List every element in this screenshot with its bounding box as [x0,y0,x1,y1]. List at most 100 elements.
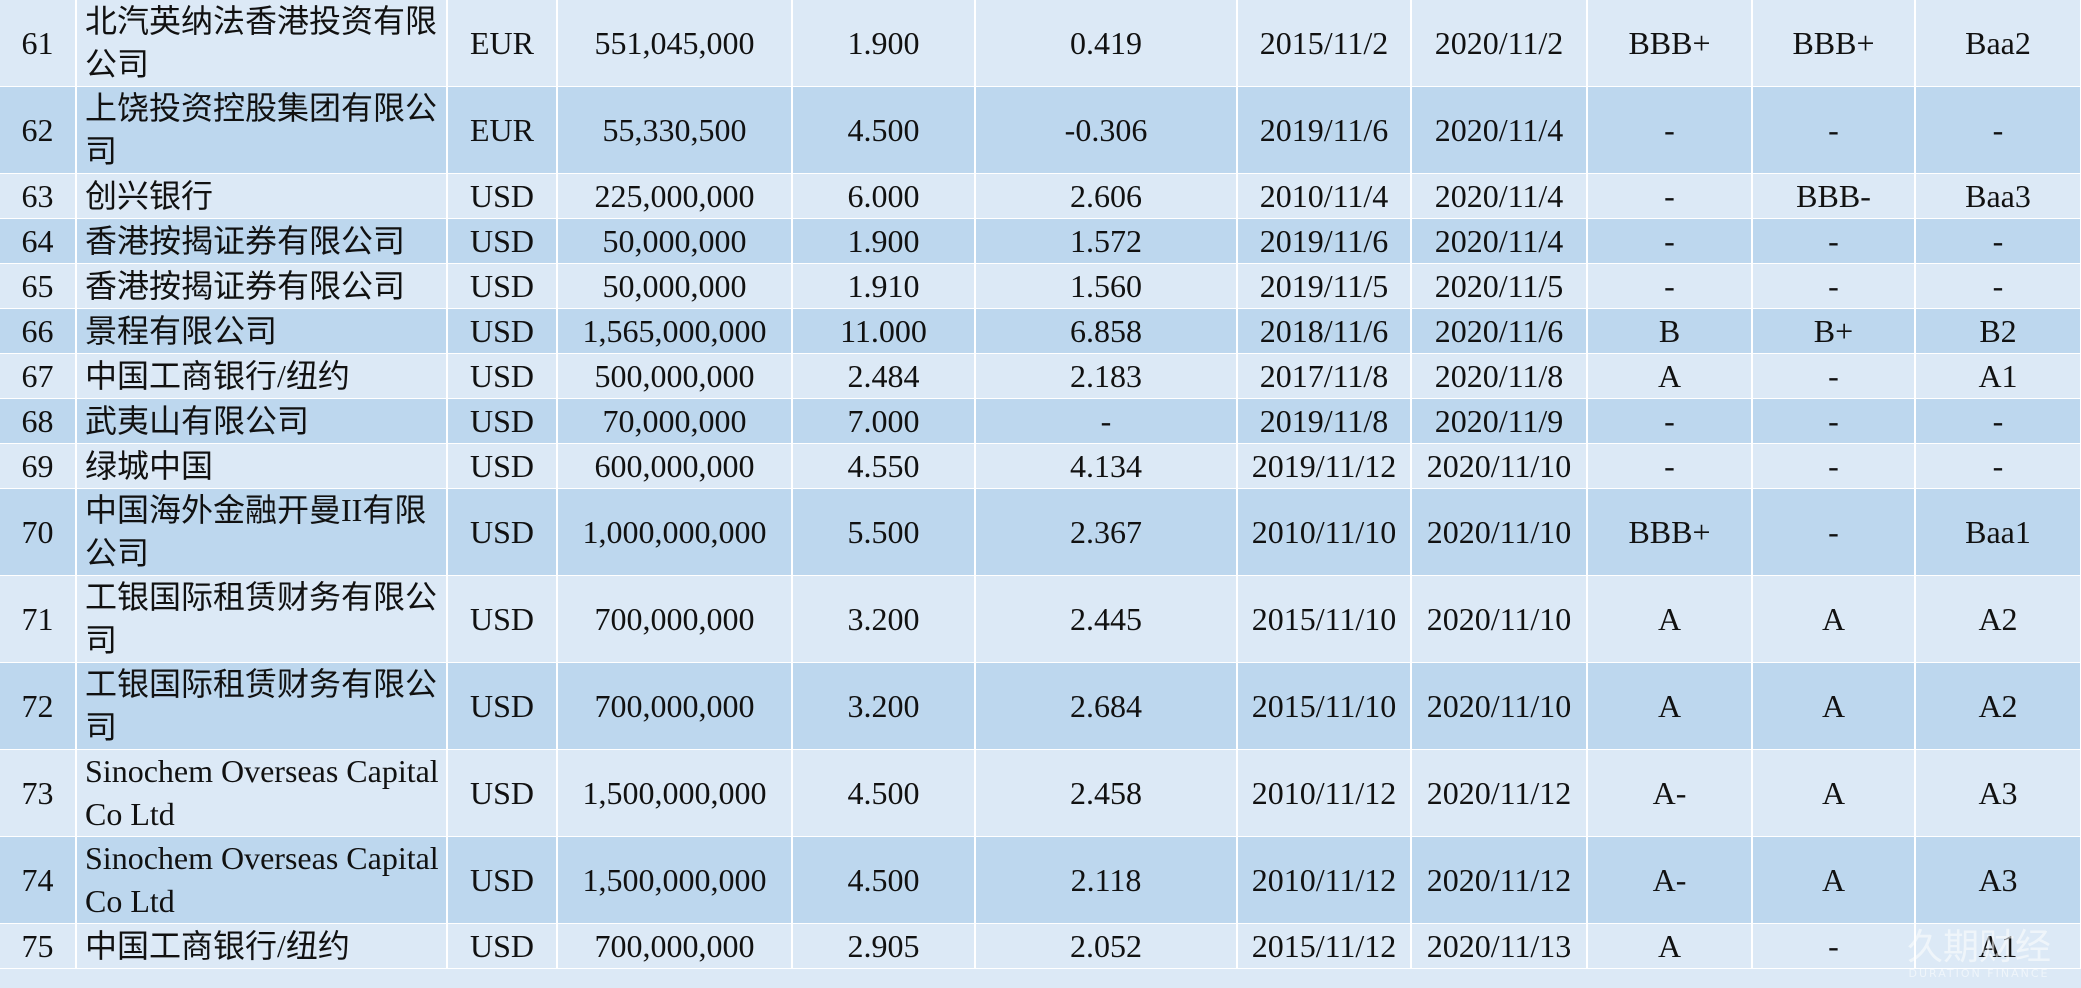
table-cell: 4.500 [792,836,976,924]
table-cell: 6.858 [975,308,1238,354]
table-cell: 中国工商银行/纽约 [76,923,448,969]
table-cell: 2020/11/13 [1411,923,1588,969]
table-cell: 景程有限公司 [76,308,448,354]
table-cell: - [1752,218,1916,264]
table-cell: 1,565,000,000 [557,308,793,354]
table-row: 72 工银国际租赁财务有限公司 USD 700,000,000 3.200 2.684 20… [0,662,2081,750]
table-cell: A [1752,575,1916,663]
table-cell: 2019/11/6 [1237,86,1412,174]
table-cell: USD [447,218,558,264]
table-cell: 2019/11/8 [1237,398,1412,444]
table-cell: 66 [0,308,77,354]
table-cell: 7.000 [792,398,976,444]
table-cell: BBB+ [1752,0,1916,87]
table-cell: 2020/11/4 [1411,86,1588,174]
table-cell: 2019/11/5 [1237,263,1412,309]
table-cell: Sinochem Overseas Capital Co Ltd [76,749,448,837]
table-cell: USD [447,662,558,750]
table-row: 71 工银国际租赁财务有限公司 USD 700,000,000 3.200 2.445 20… [0,575,2081,663]
table-cell: 67 [0,353,77,399]
table-cell: Sinochem Overseas Capital Co Ltd [76,836,448,924]
table-cell: 700,000,000 [557,923,793,969]
table-cell: 73 [0,749,77,837]
table-cell: BBB+ [1587,488,1753,576]
table-cell: BBB- [1752,173,1916,219]
table-cell: USD [447,575,558,663]
table-cell: 2020/11/10 [1411,488,1588,576]
table-row: 64 香港按揭证券有限公司 USD 50,000,000 1.900 1.572 2019/… [0,218,2081,264]
table-cell: 1,500,000,000 [557,749,793,837]
table-cell: 0.419 [975,0,1238,87]
table-cell: A- [1587,836,1753,924]
table-cell: 2.484 [792,353,976,399]
table-cell: 工银国际租赁财务有限公司 [76,662,448,750]
table-cell: - [1587,86,1753,174]
table-cell: 4.550 [792,443,976,489]
table-cell: - [1915,398,2081,444]
table-cell: 225,000,000 [557,173,793,219]
table-cell: 创兴银行 [76,173,448,219]
table-row: 61 北汽英纳法香港投资有限公司 EUR 551,045,000 1.900 0.419 2… [0,0,2081,87]
table-cell: A [1752,836,1916,924]
table-cell: -0.306 [975,86,1238,174]
table-cell: 2020/11/2 [1411,0,1588,87]
table-cell: 2.367 [975,488,1238,576]
table-row: 62 上饶投资控股集团有限公司 EUR 55,330,500 4.500 -0.306 20… [0,86,2081,174]
table-cell: 2010/11/4 [1237,173,1412,219]
table-cell: - [1587,173,1753,219]
table-cell: BBB+ [1587,0,1753,87]
watermark-name: 久期财经 [1906,927,2051,968]
table-cell: A [1587,662,1753,750]
table-row: 68 武夷山有限公司 USD 70,000,000 7.000-2019/11/8 202… [0,398,2081,444]
table-cell: 中国海外金融开曼II有限公司 [76,488,448,576]
table-cell: 香港按揭证券有限公司 [76,263,448,309]
table-cell: 63 [0,173,77,219]
table-cell: 1.900 [792,218,976,264]
table-cell: 2015/11/10 [1237,575,1412,663]
table-cell: USD [447,443,558,489]
table-cell: 2010/11/12 [1237,836,1412,924]
table-cell: - [1915,443,2081,489]
table-cell: 香港按揭证券有限公司 [76,218,448,264]
table-cell: 68 [0,398,77,444]
table-cell: 2010/11/12 [1237,749,1412,837]
table-cell: 2.606 [975,173,1238,219]
table-cell: USD [447,923,558,969]
table-cell: 2020/11/12 [1411,749,1588,837]
table-cell: 2020/11/12 [1411,836,1588,924]
table-cell: - [1752,398,1916,444]
table-cell: 2020/11/9 [1411,398,1588,444]
table-cell: USD [447,263,558,309]
table-cell: - [1752,923,1916,969]
table-cell: 70,000,000 [557,398,793,444]
table-cell: 1,500,000,000 [557,836,793,924]
table-cell: 武夷山有限公司 [76,398,448,444]
table-cell: - [1915,263,2081,309]
table-row: 75 中国工商银行/纽约 USD 700,000,000 2.905 2.052 2015/… [0,923,2081,969]
table-row: 66 景程有限公司 USD 1,565,000,000 11.000 6.858 2018/… [0,308,2081,354]
table-cell: Baa2 [1915,0,2081,87]
table-cell: 600,000,000 [557,443,793,489]
table-cell: 6.000 [792,173,976,219]
table-cell: 2017/11/8 [1237,353,1412,399]
table-cell: USD [447,836,558,924]
table-cell: A- [1587,749,1753,837]
table-cell: 4.500 [792,86,976,174]
table-cell: - [975,398,1238,444]
table-cell: 2015/11/12 [1237,923,1412,969]
table-cell: 4.134 [975,443,1238,489]
table-cell: 5.500 [792,488,976,576]
table-cell: - [1752,443,1916,489]
table-cell: A [1752,749,1916,837]
table-cell: 中国工商银行/纽约 [76,353,448,399]
table-cell: USD [447,308,558,354]
table-cell: 2020/11/4 [1411,218,1588,264]
table-cell: 2015/11/10 [1237,662,1412,750]
table-row: 65 香港按揭证券有限公司 USD 50,000,000 1.910 1.560 2019/… [0,263,2081,309]
table-cell: A1 [1915,353,2081,399]
table-cell: - [1587,218,1753,264]
table-cell: - [1915,218,2081,264]
table-cell: 1.910 [792,263,976,309]
table-cell: A [1587,575,1753,663]
